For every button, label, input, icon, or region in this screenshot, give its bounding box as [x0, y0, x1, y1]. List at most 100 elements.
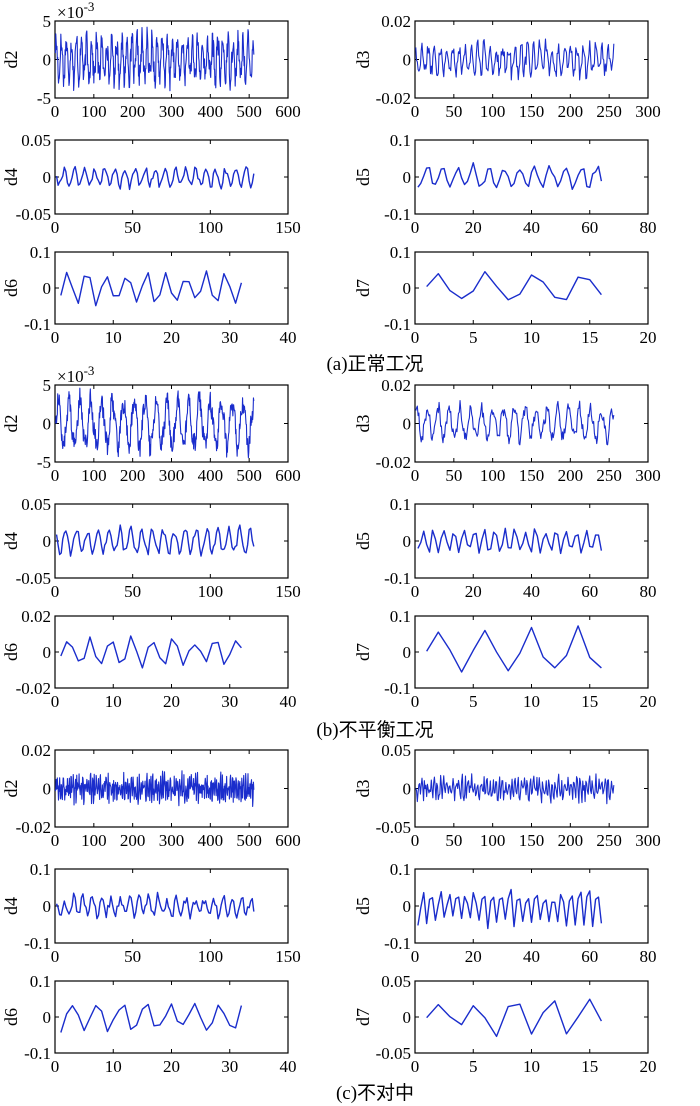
- panel-c-d5-frame: [414, 868, 649, 944]
- panel-a-d3-xtick-label: 100: [480, 102, 506, 121]
- panel-a-d7-series-line: [426, 271, 602, 301]
- panel-a-d6-ylabel: d6: [1, 279, 21, 297]
- panel-a-d3-xtick-label: 300: [635, 102, 661, 121]
- panel-a-d5-xtick-label: 60: [581, 218, 598, 237]
- panel-a-d2-series-line: [54, 26, 255, 92]
- panel-b-d7-xtick-label: 0: [411, 692, 420, 711]
- panel-b-d3-ytick-label: 0.02: [381, 376, 411, 395]
- panel-c-d2-xtick-label: 500: [236, 831, 262, 850]
- panel-c-d6-ylabel: d6: [1, 1008, 21, 1026]
- panel-b-d5-xtick-label: 0: [411, 582, 420, 601]
- panel-a-d5-xtick-label: 0: [411, 218, 420, 237]
- panel-a-d5: 0 20 40 60 80-0.100.1d5: [353, 131, 657, 237]
- panel-c-d3-ylabel: d3: [353, 780, 373, 798]
- panel-b-d3-series-line: [415, 400, 615, 446]
- panel-a-d6-xtick-label: 40: [280, 328, 297, 347]
- panel-b-d7-ylabel: d7: [353, 643, 373, 661]
- panel-c-d2-xtick-label: 300: [159, 831, 185, 850]
- panel-b-d5: 0 20 40 60 80-0.100.1d5: [353, 495, 657, 601]
- panel-b-d5-xtick-label: 80: [640, 582, 657, 601]
- panel-a-d3-ytick-label: -0.02: [376, 89, 411, 108]
- panel-c-d6-xtick-label: 10: [105, 1057, 122, 1076]
- panel-b-d4-xtick-label: 100: [198, 582, 224, 601]
- panel-b-d5-ylabel: d5: [353, 532, 373, 550]
- panel-b-d5-ytick-label: -0.1: [384, 569, 411, 588]
- caption-a: (a)正常工况: [326, 353, 423, 375]
- panel-a-d4-series-line: [55, 165, 255, 191]
- panel-b-d2-series-line: [54, 387, 255, 459]
- panel-a-d6-ytick-label: 0.1: [30, 243, 51, 262]
- panel-a-d2-ytick-label: 0: [43, 51, 52, 70]
- panel-a-d4-xtick-label: 0: [51, 218, 60, 237]
- panel-c-d3-xtick-label: 200: [558, 831, 584, 850]
- panel-c-d5-series-line: [417, 888, 603, 930]
- panel-b-d4-xtick-label: 50: [124, 582, 141, 601]
- panel-b-d6-xtick-label: 20: [163, 692, 180, 711]
- panel-c-d6-ytick-label: -0.1: [24, 1044, 51, 1063]
- panel-c-d6-series-line: [60, 1002, 243, 1033]
- panel-b-d6-xtick-label: 0: [51, 692, 60, 711]
- panel-b-d3-xtick-label: 250: [596, 466, 622, 485]
- panel-c-d7-ytick-label: 0.05: [381, 972, 411, 991]
- panel-c-d2-xtick-label: 400: [198, 831, 224, 850]
- panel-a-d6: 0 10 20 30 40-0.100.1d6: [1, 243, 297, 347]
- panel-c-d3-ytick-label: 0: [403, 780, 412, 799]
- panel-b-d3-xtick-label: 0: [411, 466, 420, 485]
- panel-c-d7-series-line: [426, 998, 603, 1038]
- panel-a-d6-xtick-label: 10: [105, 328, 122, 347]
- panel-a-d6-series-line: [60, 270, 243, 307]
- panel-a-d6-ytick-label: -0.1: [24, 315, 51, 334]
- panel-a-d3-ytick-label: 0: [403, 51, 412, 70]
- panel-c-d4: 0 50 100 150-0.100.1d4: [1, 860, 301, 966]
- panel-a-d2-ytick-label: -5: [37, 89, 51, 108]
- panel-b-d3-xtick-label: 300: [635, 466, 661, 485]
- panel-a-d4-ytick-label: -0.05: [16, 205, 51, 224]
- panel-b-d4-ytick-label: -0.05: [16, 569, 51, 588]
- panel-b-d6-series-line: [60, 635, 242, 669]
- panel-a-d7-xtick-label: 5: [469, 328, 478, 347]
- panel-b-d2-ylabel: d2: [1, 415, 21, 433]
- panel-b-d7-ytick-label: 0: [403, 643, 412, 662]
- panel-b-d6-xtick-label: 40: [280, 692, 297, 711]
- panel-c-d5-xtick-label: 20: [465, 947, 482, 966]
- panel-c-d3-xtick-label: 50: [445, 831, 462, 850]
- panel-c-d2-ytick-label: -0.02: [16, 818, 51, 837]
- panel-a-d4-ytick-label: 0.05: [21, 131, 51, 150]
- panel-c-d2-xtick-label: 200: [120, 831, 146, 850]
- panel-b-d6-ytick-label: 0.02: [21, 607, 51, 626]
- panel-c-d5-xtick-label: 0: [411, 947, 420, 966]
- panel-c-d4-xtick-label: 50: [124, 947, 141, 966]
- panel-b-d4-ytick-label: 0.05: [21, 495, 51, 514]
- panel-b-d2-multiplier: ×10-3: [57, 363, 94, 386]
- panel-b-d3-ylabel: d3: [353, 415, 373, 433]
- panel-c-d4-xtick-label: 150: [275, 947, 301, 966]
- panel-a-d7-frame: [414, 251, 649, 325]
- panel-c-d4-xtick-label: 100: [198, 947, 224, 966]
- panel-b-d4-series-line: [55, 524, 255, 557]
- panel-a-d7-xtick-label: 0: [411, 328, 420, 347]
- panel-c-d5-ytick-label: -0.1: [384, 934, 411, 953]
- panel-a-d5-frame: [414, 139, 649, 215]
- panel-b-d7-xtick-label: 15: [581, 692, 598, 711]
- panel-b-d2-ytick-label: 5: [43, 376, 52, 395]
- panel-b-d2-xtick-label: 500: [236, 466, 262, 485]
- panel-c-d6-xtick-label: 0: [51, 1057, 60, 1076]
- panel-c-d2-ytick-label: 0: [43, 780, 52, 799]
- panel-c-d4-ytick-label: 0: [43, 897, 52, 916]
- panel-b-d2-xtick-label: 400: [198, 466, 224, 485]
- panel-b-d3-ytick-label: -0.02: [376, 453, 411, 472]
- panel-a-d6-xtick-label: 30: [221, 328, 238, 347]
- panel-a-d5-xtick-label: 40: [523, 218, 540, 237]
- panel-b-d7-xtick-label: 10: [523, 692, 540, 711]
- panel-b-d7: 0 5 10 15 20-0.100.1d7: [353, 607, 657, 711]
- panel-c-d5-ytick-label: 0: [403, 897, 412, 916]
- panel-a-d3-xtick-label: 50: [445, 102, 462, 121]
- panel-b-d5-xtick-label: 60: [581, 582, 598, 601]
- panel-c-d6-xtick-label: 30: [221, 1057, 238, 1076]
- panel-b-d6-frame: [54, 615, 289, 689]
- panel-a-d2-xtick-label: 200: [120, 102, 146, 121]
- panel-a-d7-ytick-label: -0.1: [384, 315, 411, 334]
- panel-b-d3-xtick-label: 150: [519, 466, 545, 485]
